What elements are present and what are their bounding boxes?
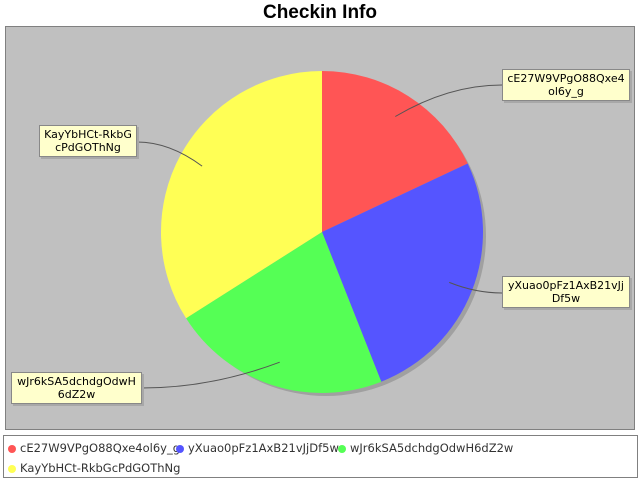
leader-line-1 xyxy=(449,281,503,294)
legend-item-2: wJr6kSA5dchdgOdwH6dZ2w xyxy=(338,441,513,455)
legend-item-1: yXuao0pFz1AxB21vJjDf5w xyxy=(176,441,339,455)
legend-swatch-0 xyxy=(8,444,16,453)
legend-swatch-2 xyxy=(338,444,346,453)
leader-line-3 xyxy=(136,141,203,167)
legend-swatch-3 xyxy=(8,464,16,473)
pie-slice-0 xyxy=(322,71,468,232)
pie-slice-1 xyxy=(322,163,484,382)
legend-item-3: KayYbHCt-RkbGcPdGOThNg xyxy=(8,461,180,475)
leader-line-0 xyxy=(395,84,503,117)
legend-item-0: cE27W9VPgO88Qxe4ol6y_g xyxy=(8,441,180,455)
slice-label-0: cE27W9VPgO88Qxe4ol6y_g xyxy=(502,69,630,101)
plot-area: cE27W9VPgO88Qxe4ol6y_g yXuao0pFz1AxB21vJ… xyxy=(5,26,635,430)
pie-chart xyxy=(136,71,503,396)
pie-slice-3 xyxy=(160,71,322,319)
legend-label-3: KayYbHCt-RkbGcPdGOThNg xyxy=(20,461,181,475)
legend-label-2: wJr6kSA5dchdgOdwH6dZ2w xyxy=(350,441,514,455)
legend-swatch-1 xyxy=(176,444,184,453)
pie-slice-2 xyxy=(186,232,382,393)
slice-label-1: yXuao0pFz1AxB21vJjDf5w xyxy=(502,276,630,308)
slice-label-3: KayYbHCt-RkbGcPdGOThNg xyxy=(39,125,137,157)
leader-line-2 xyxy=(141,361,280,389)
slice-label-2: wJr6kSA5dchdgOdwH6dZ2w xyxy=(11,372,142,404)
legend: cE27W9VPgO88Qxe4ol6y_g yXuao0pFz1AxB21vJ… xyxy=(3,435,638,478)
legend-label-1: yXuao0pFz1AxB21vJjDf5w xyxy=(188,441,339,455)
chart-title: Checkin Info xyxy=(262,2,377,23)
legend-label-0: cE27W9VPgO88Qxe4ol6y_g xyxy=(20,441,180,455)
